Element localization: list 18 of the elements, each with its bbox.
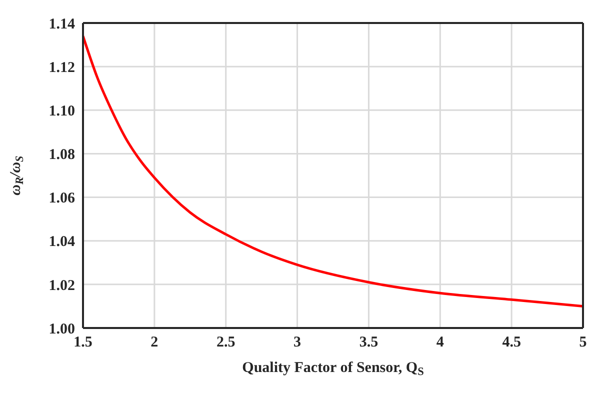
y-tick-label: 1.08 bbox=[48, 147, 75, 164]
x-tick-label: 2.5 bbox=[216, 334, 236, 351]
y-tick-label: 1.04 bbox=[48, 234, 76, 250]
x-tick-label: 2 bbox=[150, 334, 158, 351]
x-axis-title: Quality Factor of Sensor, Q$_{S}$ bbox=[242, 360, 424, 378]
y-tick-label: 1.02 bbox=[48, 278, 75, 294]
x-tick-label: 4.5 bbox=[502, 334, 521, 351]
y-tick-label: 1.14 bbox=[48, 16, 76, 32]
y-tick-label: 1.12 bbox=[48, 60, 75, 76]
y-tick-label: 1.10 bbox=[48, 103, 75, 120]
x-tick-label: 3 bbox=[294, 334, 302, 351]
x-tick-label: 4 bbox=[436, 334, 444, 351]
y-tick-label: 1.00 bbox=[48, 321, 75, 338]
x-tick-label: 1.5 bbox=[74, 334, 92, 351]
y-tick-label: 1.06 bbox=[48, 190, 76, 207]
x-tick-label: 5 bbox=[579, 334, 587, 351]
x-tick-label: 3.5 bbox=[359, 334, 378, 351]
line-series bbox=[83, 34, 583, 308]
